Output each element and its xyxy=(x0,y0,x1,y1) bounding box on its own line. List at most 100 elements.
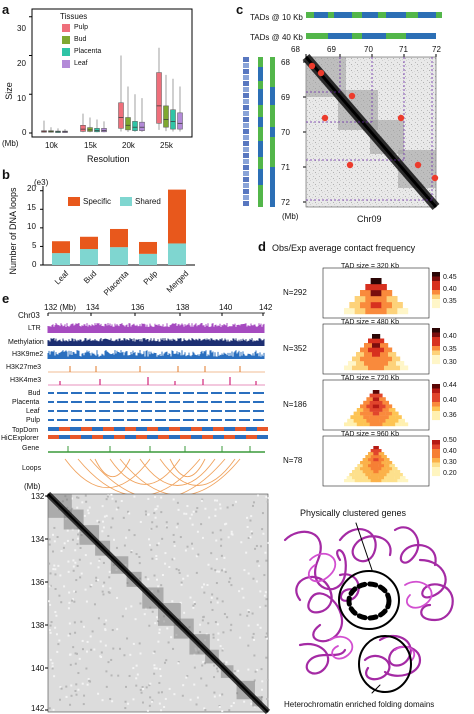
e-hic-noise xyxy=(157,585,160,588)
e-hic-noise xyxy=(207,622,210,625)
d-heat-cell xyxy=(380,361,389,366)
e-hic-noise xyxy=(72,559,75,562)
e-hic-noise xyxy=(230,705,233,708)
e-hic-noise xyxy=(155,558,158,561)
d-heat-cell xyxy=(352,476,358,480)
d-colorbar-cell xyxy=(432,384,440,389)
e-hic-noise xyxy=(218,705,221,708)
a-legend-bud: Bud xyxy=(74,36,87,43)
e-hic-noise xyxy=(228,709,231,712)
d-heat-cell xyxy=(372,397,380,401)
e-hic-noise xyxy=(154,622,157,625)
e-hic-noise xyxy=(199,630,202,633)
e-hic-noise xyxy=(139,652,142,655)
e-hic-noise xyxy=(265,632,268,635)
e-hic-noise xyxy=(192,604,195,607)
e-tad-gap xyxy=(180,409,183,413)
e-track-h3k4me3: H3K4me3 xyxy=(10,377,42,384)
e-hic-noise xyxy=(265,656,268,659)
e-hic-noise xyxy=(156,505,159,508)
e-hic-noise xyxy=(164,697,167,700)
e-map-tick-138: 138 xyxy=(31,621,45,630)
f-chromatin-fiber xyxy=(295,575,343,643)
e-hic-noise xyxy=(151,610,154,613)
e-hicexplorer-block xyxy=(125,435,136,439)
e-tad-gap xyxy=(208,409,211,413)
e-hic-noise xyxy=(51,533,54,536)
e-hic-noise xyxy=(73,590,76,593)
d-heat-cell xyxy=(376,422,383,427)
e-hic-noise xyxy=(140,691,143,694)
d-heat-cell xyxy=(364,343,373,348)
e-tad-gap xyxy=(110,409,113,413)
d-heat-cell xyxy=(376,347,385,353)
e-hic-noise xyxy=(218,570,221,573)
d-heat-cell xyxy=(385,418,393,423)
e-hic-noise xyxy=(108,570,111,573)
e-hic-noise xyxy=(69,632,72,635)
a-box xyxy=(101,128,107,133)
c-xlabel: Chr09 xyxy=(357,214,382,224)
e-hic-noise xyxy=(247,537,250,540)
e-hic-noise xyxy=(89,635,92,638)
e-hic-noise xyxy=(117,506,120,509)
e-hic-noise xyxy=(154,496,157,499)
e-tad-gap xyxy=(82,409,85,413)
d-heat-cell xyxy=(353,418,361,423)
e-hic-noise xyxy=(74,561,77,564)
e-hic-noise xyxy=(72,565,75,568)
d-heat-cell xyxy=(397,473,403,477)
e-hic-noise xyxy=(230,530,233,533)
e-track-h3k27me3: H3K27me3 xyxy=(6,364,42,371)
e-hic-noise xyxy=(195,555,198,558)
e-hic-noise xyxy=(155,616,158,619)
e-hic-noise xyxy=(208,516,211,519)
e-hic-noise xyxy=(124,607,127,610)
e-hic-noise xyxy=(234,500,237,503)
a-legend-leaf: Leaf xyxy=(74,60,88,67)
e-hic-noise xyxy=(155,525,158,528)
d-heat-cell xyxy=(356,422,364,427)
e-hic-noise xyxy=(263,594,266,597)
d-heat-cell xyxy=(379,397,386,401)
c-vtrack-cell xyxy=(243,105,249,110)
e-track-topdom: TopDom xyxy=(12,427,39,434)
b-bar-specific xyxy=(110,228,128,248)
e-hic-noise xyxy=(132,642,135,645)
e-hic-noise xyxy=(181,694,184,697)
b-bar-specific xyxy=(168,189,186,244)
e-hic-noise xyxy=(110,658,113,661)
e-hic-noise xyxy=(83,625,86,628)
c-vtad-40kb xyxy=(270,127,275,137)
c-loop-dot xyxy=(346,161,354,169)
e-hic-noise xyxy=(193,601,196,604)
d-heat-cell xyxy=(396,361,405,366)
e-hic-noise xyxy=(67,570,70,573)
d-heat-cell xyxy=(376,455,382,459)
c-vtrack-cell xyxy=(243,69,249,74)
e-hic-noise xyxy=(214,569,217,572)
e-hic-noise xyxy=(157,542,160,545)
e-hic-noise xyxy=(54,588,57,591)
e-hic-noise xyxy=(220,538,223,541)
e-hic-noise xyxy=(128,512,131,515)
e-hic-noise xyxy=(74,631,77,634)
e-topdom-block xyxy=(235,427,246,431)
e-hic-noise xyxy=(153,672,156,675)
e-xtick-136: 136 xyxy=(131,303,145,312)
e-hic-noise xyxy=(66,529,69,532)
e-hicexplorer-block xyxy=(103,435,114,439)
e-hic-noise xyxy=(206,583,209,586)
e-hic-noise xyxy=(155,554,158,557)
e-hic-noise xyxy=(246,516,249,519)
e-hic-noise xyxy=(255,580,258,583)
e-hic-noise xyxy=(72,646,75,649)
e-hic-noise xyxy=(159,675,162,678)
e-hic-noise xyxy=(80,572,83,575)
e-hic-noise xyxy=(213,695,216,698)
e-hic-noise xyxy=(216,601,219,604)
e-hic-noise xyxy=(73,621,76,624)
e-hic-noise xyxy=(107,494,110,497)
d-heat-cell xyxy=(400,476,406,480)
e-hic-noise xyxy=(147,578,150,581)
